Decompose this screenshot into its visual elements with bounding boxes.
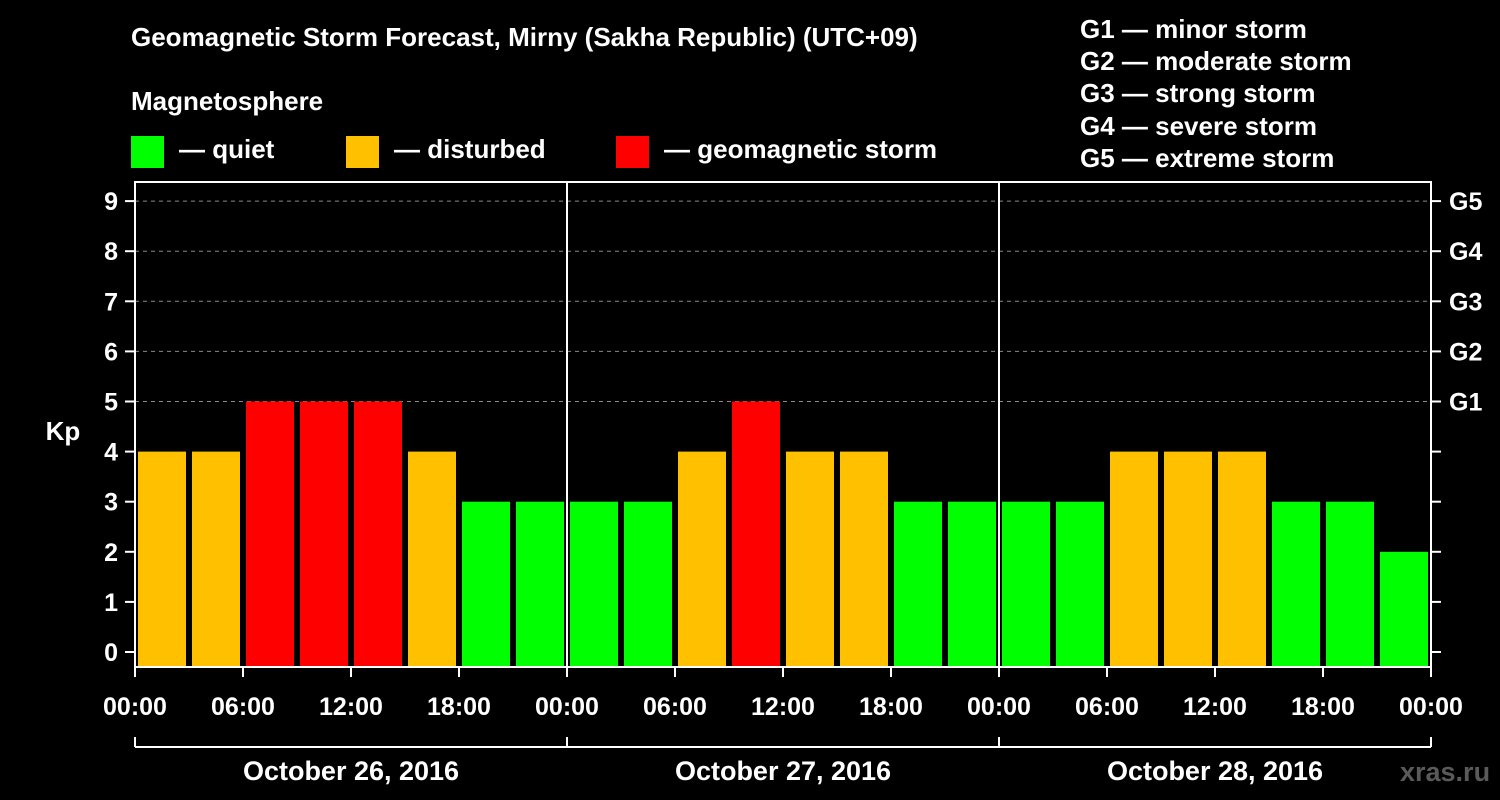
kp-bar (1110, 451, 1158, 667)
x-tick-label: 00:00 (967, 693, 1031, 721)
storm-scale-g1: G1 — minor storm (1080, 14, 1307, 44)
x-tick-label: 12:00 (751, 693, 815, 721)
legend-label-storm: — geomagnetic storm (664, 134, 938, 164)
x-tick-label: 12:00 (319, 693, 383, 721)
kp-bar (570, 501, 618, 667)
x-tick-label: 18:00 (1291, 693, 1355, 721)
kp-bar (1056, 501, 1104, 667)
y-tick-label: 0 (104, 639, 118, 667)
legend-swatch-storm (616, 136, 649, 168)
y-axis-label: Kp (46, 416, 81, 446)
kp-bar (732, 401, 780, 667)
kp-bar (948, 501, 996, 667)
y-tick-label: 5 (104, 389, 118, 417)
kp-bar (1002, 501, 1050, 667)
legend-label-quiet: — quiet (179, 134, 275, 164)
g-level-label: G2 (1449, 338, 1482, 366)
kp-bar (138, 451, 186, 667)
kp-bar (300, 401, 348, 667)
y-tick-label: 7 (104, 288, 118, 316)
y-tick-label: 3 (104, 489, 118, 517)
x-tick-label: 06:00 (643, 693, 707, 721)
y-tick-label: 4 (104, 439, 118, 467)
legend-title: Magnetosphere (131, 86, 324, 116)
x-tick-label: 06:00 (211, 693, 275, 721)
watermark: xras.ru (1400, 757, 1491, 787)
x-tick-label: 00:00 (103, 693, 167, 721)
y-tick-label: 1 (104, 589, 118, 617)
kp-bar (408, 451, 456, 667)
legend-label-disturbed: — disturbed (394, 134, 546, 164)
kp-bar (1380, 551, 1428, 667)
g-level-label: G5 (1449, 188, 1482, 216)
g-level-label: G1 (1449, 389, 1482, 417)
kp-bar (192, 451, 240, 667)
kp-bar (354, 401, 402, 667)
storm-scale-g4: G4 — severe storm (1080, 110, 1318, 141)
kp-bar (678, 451, 726, 667)
x-tick-label: 00:00 (1399, 693, 1463, 721)
kp-bar (1326, 501, 1374, 667)
x-tick-label: 12:00 (1183, 693, 1247, 721)
y-tick-label: 2 (104, 539, 118, 567)
kp-bar (516, 501, 564, 667)
kp-bar (1164, 451, 1212, 667)
g-level-label: G3 (1449, 288, 1482, 316)
y-tick-label: 8 (104, 238, 118, 266)
kp-bar (840, 451, 888, 667)
day-label: October 26, 2016 (243, 756, 459, 786)
x-tick-label: 18:00 (859, 693, 923, 721)
legend-swatch-quiet (131, 136, 164, 168)
day-label: October 28, 2016 (1107, 756, 1323, 786)
day-label: October 27, 2016 (675, 756, 891, 786)
x-tick-label: 00:00 (535, 693, 599, 721)
storm-scale-legend: G1 — minor storm G2 — moderate storm G3 … (1080, 13, 1352, 174)
storm-scale-g2: G2 — moderate storm (1080, 46, 1352, 77)
x-tick-label: 06:00 (1075, 693, 1139, 721)
chart-title: Geomagnetic Storm Forecast, Mirny (Sakha… (131, 22, 918, 52)
kp-bar (624, 501, 672, 667)
g-level-label: G4 (1449, 238, 1482, 266)
kp-bar (462, 501, 510, 667)
y-tick-label: 9 (104, 188, 118, 216)
x-tick-label: 18:00 (427, 693, 491, 721)
legend-swatch-disturbed (346, 136, 379, 168)
kp-bar (786, 451, 834, 667)
kp-bar (246, 401, 294, 667)
kp-bar (894, 501, 942, 667)
storm-scale-g3: G3 — strong storm (1080, 78, 1316, 109)
y-tick-label: 6 (104, 338, 118, 366)
storm-scale-g5: G5 — extreme storm (1080, 142, 1335, 173)
kp-bar (1272, 501, 1320, 667)
kp-bar (1218, 451, 1266, 667)
